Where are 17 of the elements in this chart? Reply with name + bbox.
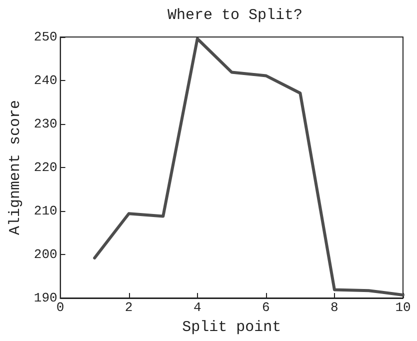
y-tick-label: 230 bbox=[34, 116, 58, 132]
y-axis-title: Alignment score bbox=[7, 100, 24, 236]
y-tick-label: 210 bbox=[34, 204, 58, 218]
y-tick-label: 240 bbox=[34, 73, 58, 88]
y-tick-label: 220 bbox=[34, 160, 58, 175]
y-tick-label: 190 bbox=[34, 290, 58, 306]
x-tick-label: 8 bbox=[330, 300, 338, 315]
x-tick-label: 2 bbox=[124, 300, 133, 315]
y-tick-label: 250 bbox=[34, 30, 58, 44]
x-tick-label: 10 bbox=[395, 300, 411, 315]
x-tick-label: 6 bbox=[262, 300, 270, 315]
x-tick-label: 0 bbox=[56, 300, 64, 315]
x-tick-label: 4 bbox=[193, 300, 202, 315]
line-series bbox=[93, 37, 404, 296]
chart-title: Where to Split? bbox=[167, 7, 303, 24]
x-axis-title: Split point bbox=[182, 319, 282, 336]
y-tick-label: 200 bbox=[34, 247, 58, 262]
